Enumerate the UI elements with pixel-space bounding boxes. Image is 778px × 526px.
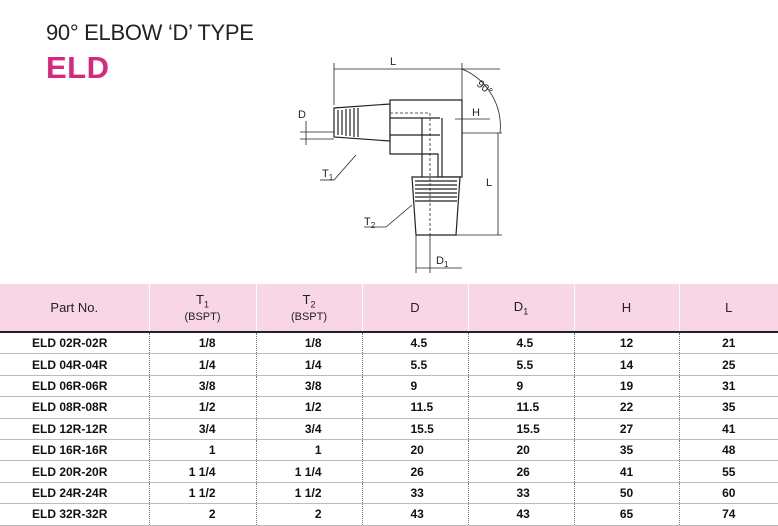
cell-d1: 26 xyxy=(468,460,575,483)
cell-t2: 3/8 xyxy=(256,375,363,398)
cell-part-no: ELD 08R-08R xyxy=(0,396,150,419)
header-t2: T2 (BSPT) xyxy=(256,284,363,332)
label-d1: D1 xyxy=(436,255,449,269)
cell-part-no: ELD 32R-32R xyxy=(0,503,150,526)
label-t2: T2 xyxy=(364,216,376,230)
table-row: ELD 32R-32R 2 2 43 43 65 74 xyxy=(0,503,778,526)
table-row: ELD 04R-04R 1/4 1/4 5.5 5.5 14 25 xyxy=(0,353,778,376)
header-part-no: Part No. xyxy=(0,284,150,332)
cell-d1: 15.5 xyxy=(468,418,575,440)
table-row: ELD 02R-02R 1/8 1/8 4.5 4.5 12 21 xyxy=(0,331,778,355)
cell-l: 74 xyxy=(679,503,778,526)
cell-h: 27 xyxy=(574,418,680,440)
cell-t1: 1 xyxy=(149,439,257,462)
cell-d: 5.5 xyxy=(362,353,469,376)
product-title: 90° ELBOW ‘D’ TYPE xyxy=(46,20,254,45)
cell-h: 14 xyxy=(574,353,680,376)
cell-l: 60 xyxy=(679,482,778,505)
cell-part-no: ELD 20R-20R xyxy=(0,460,150,483)
elbow-technical-drawing: L 90° H D T1 L T2 D1 xyxy=(298,56,502,273)
cell-d1: 4.5 xyxy=(468,331,575,355)
cell-t1: 1/4 xyxy=(149,353,257,376)
cell-t2: 1 xyxy=(256,439,363,462)
cell-h: 22 xyxy=(574,396,680,419)
cell-d: 11.5 xyxy=(362,396,469,419)
cell-h: 65 xyxy=(574,503,680,526)
header-t1: T1 (BSPT) xyxy=(149,284,257,332)
cell-d1: 20 xyxy=(468,439,575,462)
table-row: ELD 08R-08R 1/2 1/2 11.5 11.5 22 35 xyxy=(0,396,778,419)
cell-d: 9 xyxy=(362,375,469,398)
cell-h: 19 xyxy=(574,375,680,398)
cell-d1: 33 xyxy=(468,482,575,505)
cell-d: 26 xyxy=(362,460,469,483)
cell-h: 50 xyxy=(574,482,680,505)
cell-d: 4.5 xyxy=(362,331,469,355)
cell-t1: 1 1/2 xyxy=(149,482,257,505)
dimension-table: Part No. T1 (BSPT) T2 (BSPT) D D1 H L ELD … xyxy=(0,284,778,526)
cell-l: 55 xyxy=(679,460,778,483)
cell-l: 21 xyxy=(679,331,778,355)
cell-part-no: ELD 04R-04R xyxy=(0,353,150,376)
product-code: ELD xyxy=(46,50,110,85)
cell-d1: 43 xyxy=(468,503,575,526)
table-row: ELD 20R-20R 1 1/4 1 1/4 26 26 41 55 xyxy=(0,460,778,483)
table-row: ELD 12R-12R 3/4 3/4 15.5 15.5 27 41 xyxy=(0,418,778,440)
cell-d1: 5.5 xyxy=(468,353,575,376)
table-row: ELD 24R-24R 1 1/2 1 1/2 33 33 50 60 xyxy=(0,482,778,505)
table-row: ELD 06R-06R 3/8 3/8 9 9 19 31 xyxy=(0,375,778,398)
cell-part-no: ELD 02R-02R xyxy=(0,331,150,355)
header-d1: D1 xyxy=(468,284,575,332)
label-t1: T1 xyxy=(322,168,334,182)
cell-t2: 1 1/4 xyxy=(256,460,363,483)
cell-h: 41 xyxy=(574,460,680,483)
cell-l: 25 xyxy=(679,353,778,376)
cell-t2: 3/4 xyxy=(256,418,363,440)
cell-t1: 1/2 xyxy=(149,396,257,419)
label-h: H xyxy=(472,107,480,119)
header-d: D xyxy=(362,284,469,332)
header-l: L xyxy=(679,284,778,332)
cell-l: 31 xyxy=(679,375,778,398)
cell-d1: 9 xyxy=(468,375,575,398)
cell-d: 33 xyxy=(362,482,469,505)
cell-l: 48 xyxy=(679,439,778,462)
label-l-side: L xyxy=(486,177,492,189)
cell-t2: 2 xyxy=(256,503,363,526)
cell-t2: 1/4 xyxy=(256,353,363,376)
cell-t2: 1/2 xyxy=(256,396,363,419)
cell-part-no: ELD 16R-16R xyxy=(0,439,150,462)
label-l-top: L xyxy=(390,56,396,68)
table-header-row: Part No. T1 (BSPT) T2 (BSPT) D D1 H L xyxy=(0,284,778,332)
cell-l: 41 xyxy=(679,418,778,440)
cell-d: 43 xyxy=(362,503,469,526)
header-h: H xyxy=(574,284,680,332)
cell-d: 20 xyxy=(362,439,469,462)
cell-t2: 1/8 xyxy=(256,331,363,355)
cell-h: 35 xyxy=(574,439,680,462)
cell-d: 15.5 xyxy=(362,418,469,440)
cell-l: 35 xyxy=(679,396,778,419)
cell-t1: 3/8 xyxy=(149,375,257,398)
cell-t1: 3/4 xyxy=(149,418,257,440)
cell-part-no: ELD 06R-06R xyxy=(0,375,150,398)
cell-h: 12 xyxy=(574,331,680,355)
cell-t1: 1/8 xyxy=(149,331,257,355)
label-d: D xyxy=(298,109,306,121)
cell-t1: 1 1/4 xyxy=(149,460,257,483)
cell-part-no: ELD 12R-12R xyxy=(0,418,150,440)
cell-part-no: ELD 24R-24R xyxy=(0,482,150,505)
cell-d1: 11.5 xyxy=(468,396,575,419)
cell-t2: 1 1/2 xyxy=(256,482,363,505)
cell-t1: 2 xyxy=(149,503,257,526)
table-row: ELD 16R-16R 1 1 20 20 35 48 xyxy=(0,439,778,462)
